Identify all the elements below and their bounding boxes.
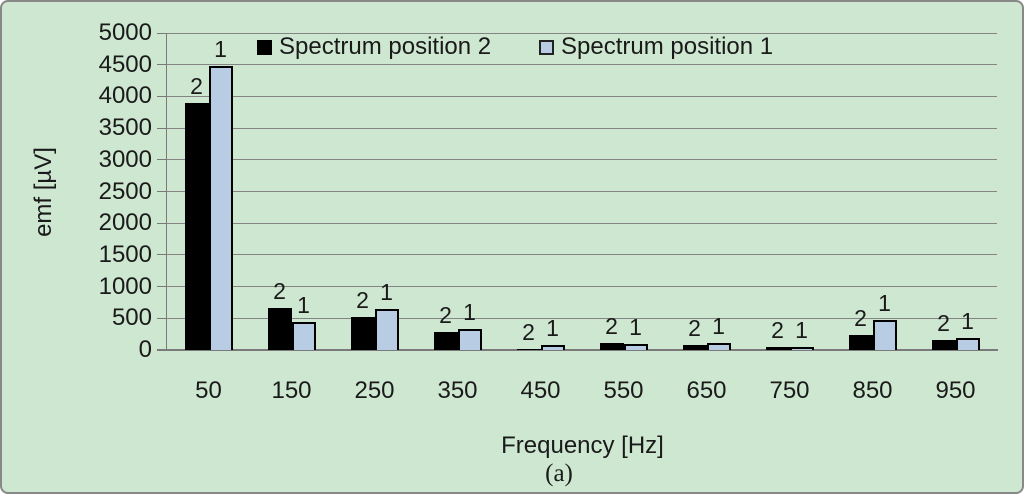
bar-value-label: 1: [380, 279, 393, 306]
y-axis-tick: [157, 317, 166, 319]
y-axis-tick: [157, 222, 166, 224]
bar-850hz-series-2: [848, 334, 873, 350]
y-tick-label: 1000: [98, 272, 152, 300]
gridline: [167, 222, 997, 224]
bar-650hz-series-2: [682, 344, 707, 350]
bar-value-label: 2: [273, 278, 286, 305]
bar-value-label: 1: [878, 289, 891, 316]
bar-value-label: 1: [712, 313, 725, 340]
bar-value-label: 1: [297, 292, 310, 319]
bar-350hz-series-1: [457, 329, 482, 350]
bar-50hz-series-2: [184, 102, 209, 350]
bar-value-label: 2: [190, 72, 203, 99]
y-axis-tick: [157, 159, 166, 161]
x-tick-label: 650: [686, 377, 727, 404]
x-tick-label: 550: [603, 377, 644, 404]
bar-750hz-series-1: [789, 346, 814, 350]
gridline: [167, 317, 997, 319]
gridline: [167, 32, 997, 34]
bar-550hz-series-2: [599, 343, 624, 350]
y-tick-label: 3500: [98, 114, 152, 142]
bar-750hz-series-2: [765, 346, 790, 350]
bar-250hz-series-2: [350, 316, 375, 350]
bar-650hz-series-1: [706, 343, 731, 350]
y-tick-label: 2500: [98, 177, 152, 205]
bar-550hz-series-1: [623, 343, 648, 350]
x-tick-label: 50: [195, 377, 222, 404]
gridline: [167, 127, 997, 129]
bar-value-label: 1: [629, 313, 642, 340]
bar-150hz-series-1: [291, 322, 316, 350]
x-tick-label: 250: [354, 377, 395, 404]
bar-value-label: 1: [961, 307, 974, 334]
gridline: [167, 95, 997, 97]
y-axis-tick: [157, 286, 166, 288]
bar-350hz-series-2: [433, 332, 458, 350]
bar-950hz-series-2: [931, 339, 956, 350]
x-tick-label: 450: [520, 377, 561, 404]
y-axis-tick: [157, 127, 166, 129]
bar-value-label: 1: [463, 299, 476, 326]
y-axis-tick: [157, 349, 166, 351]
bar-value-label: 1: [795, 316, 808, 343]
y-tick-label: 500: [111, 304, 152, 332]
bar-value-label: 2: [771, 316, 784, 343]
bar-value-label: 1: [214, 36, 227, 63]
bar-value-label: 2: [522, 319, 535, 346]
bar-value-label: 2: [688, 314, 701, 341]
bar-150hz-series-2: [267, 308, 292, 350]
gridline: [167, 286, 997, 288]
x-tick-label: 950: [935, 377, 976, 404]
x-axis-title: Frequency [Hz]: [501, 432, 664, 459]
y-axis-tick: [157, 95, 166, 97]
gridline: [167, 159, 997, 161]
bar-850hz-series-1: [872, 319, 897, 350]
x-axis-line: [157, 349, 998, 351]
gridline: [167, 191, 997, 192]
x-tick-label: 750: [769, 377, 810, 404]
bar-value-label: 2: [439, 302, 452, 329]
gridline: [167, 64, 997, 66]
y-tick-label: 0: [138, 336, 152, 363]
y-tick-label: 2000: [98, 209, 152, 237]
bar-250hz-series-1: [374, 309, 399, 350]
y-axis-tick: [157, 191, 166, 192]
y-tick-label: 4500: [98, 50, 152, 78]
y-tick-label: 4000: [98, 82, 152, 110]
y-tick-label: 1500: [98, 240, 152, 268]
y-tick-label: 3000: [98, 145, 152, 173]
bar-50hz-series-1: [208, 66, 233, 350]
y-axis-tick: [157, 254, 166, 256]
bar-value-label: 2: [605, 313, 618, 340]
x-tick-label: 350: [437, 377, 478, 404]
y-axis-tick: [157, 32, 166, 34]
y-tick-label: 5000: [98, 19, 152, 46]
x-tick-label: 850: [852, 377, 893, 404]
bar-950hz-series-1: [955, 337, 980, 350]
y-axis-line: [166, 33, 167, 351]
gridline: [167, 254, 997, 256]
x-tick-label: 150: [271, 377, 312, 404]
figure-caption: (a): [545, 460, 573, 487]
bar-value-label: 2: [937, 309, 950, 336]
bar-value-label: 2: [854, 304, 867, 331]
bar-value-label: 2: [356, 286, 369, 313]
bar-value-label: 1: [546, 314, 559, 341]
bar-450hz-series-2: [516, 349, 541, 350]
y-axis-tick: [157, 64, 166, 66]
bar-450hz-series-1: [540, 344, 565, 350]
